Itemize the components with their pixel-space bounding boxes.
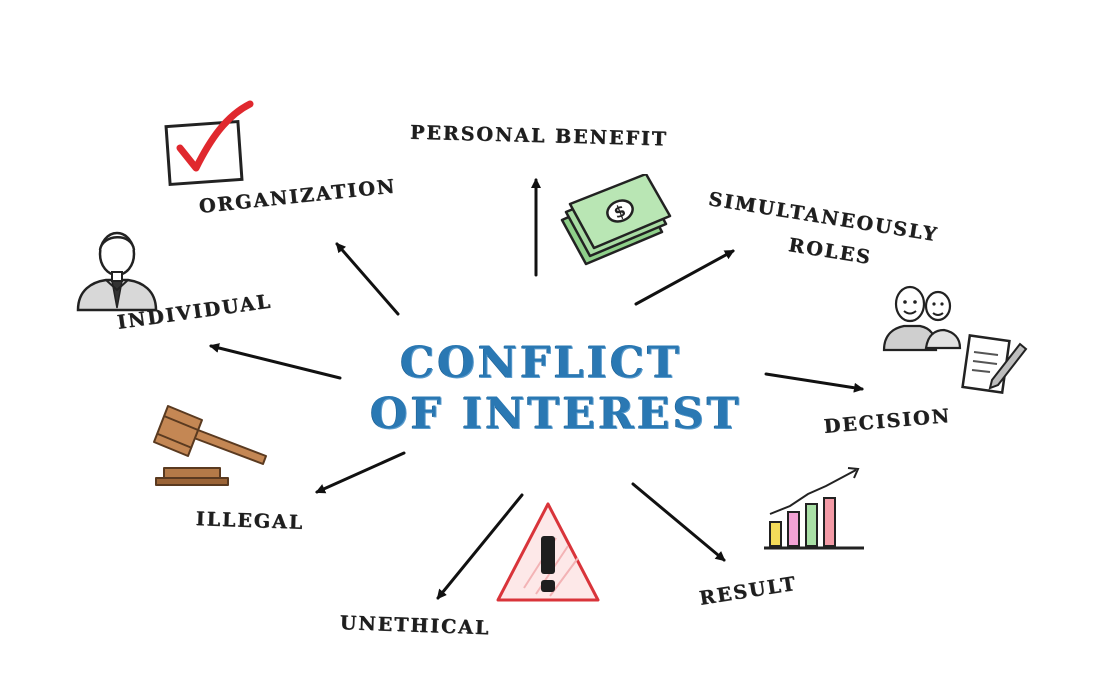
checkmark-box-icon [164, 100, 254, 187]
arrow-illegal [315, 451, 406, 494]
center-title-line1: CONFLICT [400, 338, 683, 388]
businessman-icon [76, 231, 158, 312]
label-illegal: ILLEGAL [195, 508, 305, 534]
people-icon [882, 285, 962, 352]
arrow-organization [335, 242, 400, 316]
document-pen-icon [961, 334, 1028, 394]
warning-triangle-icon [496, 502, 600, 602]
bar-chart-icon [764, 467, 864, 550]
label-unethical: UNETHICAL [339, 612, 491, 640]
arrow-result [631, 482, 726, 562]
arrow-simultaneously-roles [634, 249, 735, 306]
gavel-icon [153, 405, 267, 486]
money-stack-icon: $ [560, 174, 672, 266]
arrow-unethical [436, 493, 524, 600]
center-title-line2: OF INTEREST [370, 389, 742, 439]
arrow-decision [764, 372, 864, 393]
arrow-individual [209, 343, 342, 380]
